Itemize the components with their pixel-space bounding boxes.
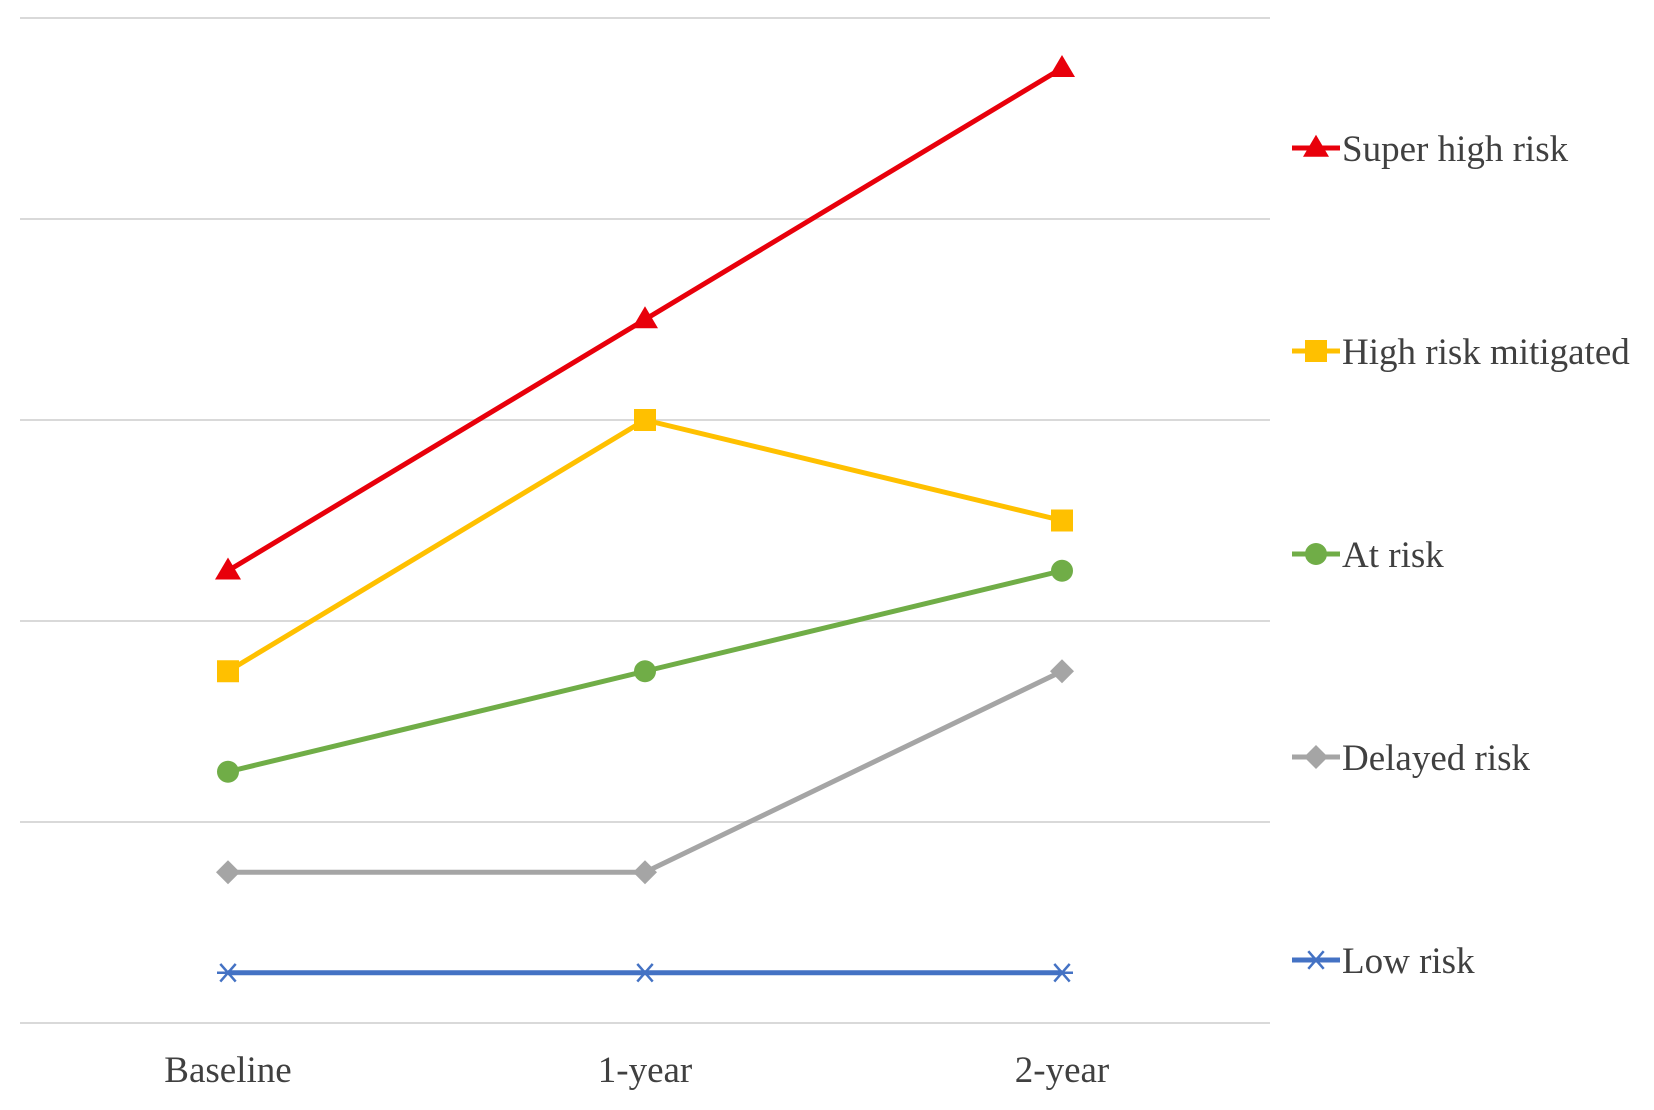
circle-marker (1305, 543, 1327, 565)
square-marker (1051, 509, 1073, 532)
asterisk-marker (217, 963, 239, 983)
legend-label: Low risk (1342, 941, 1475, 982)
x-tick-label: 2-year (1015, 1050, 1110, 1091)
legend-item: Super high risk (1292, 129, 1569, 170)
legend: Super high risk High risk mitigated At ris… (1292, 129, 1630, 982)
x-axis: Baseline 1-year 2-year (164, 1050, 1109, 1091)
legend-label: At risk (1342, 535, 1444, 576)
series-line (226, 417, 1063, 674)
legend-item: High risk mitigated (1292, 332, 1630, 373)
triangle-marker (632, 306, 658, 329)
square-marker (634, 409, 656, 431)
asterisk-marker (634, 963, 656, 983)
circle-marker (217, 760, 239, 783)
asterisk-marker (1051, 963, 1073, 983)
series-lines (215, 55, 1075, 983)
series-4 (217, 963, 1073, 983)
gridlines (20, 17, 1270, 1024)
diamond-marker (216, 860, 240, 885)
circle-marker (1051, 559, 1073, 582)
series-1 (217, 409, 1073, 683)
legend-label: Delayed risk (1342, 738, 1531, 779)
x-tick-label: 1-year (598, 1050, 693, 1091)
legend-item: Low risk (1292, 941, 1475, 982)
legend-label: High risk mitigated (1342, 332, 1630, 373)
triangle-marker (215, 557, 241, 580)
series-line (228, 668, 1064, 875)
legend-item: At risk (1292, 535, 1444, 576)
square-marker (217, 660, 239, 683)
asterisk-marker (1305, 950, 1327, 970)
series-3 (216, 659, 1074, 885)
diamond-marker (1304, 745, 1328, 769)
diamond-marker (633, 860, 657, 885)
diamond-marker (1050, 659, 1074, 684)
series-0 (215, 55, 1075, 580)
legend-item: Delayed risk (1292, 738, 1531, 779)
circle-marker (634, 660, 656, 683)
legend-label: Super high risk (1342, 129, 1569, 170)
triangle-marker (1303, 134, 1329, 157)
x-tick-label: Baseline (164, 1050, 291, 1091)
triangle-marker (1049, 55, 1075, 78)
series-2 (217, 559, 1073, 783)
square-marker (1305, 340, 1327, 362)
